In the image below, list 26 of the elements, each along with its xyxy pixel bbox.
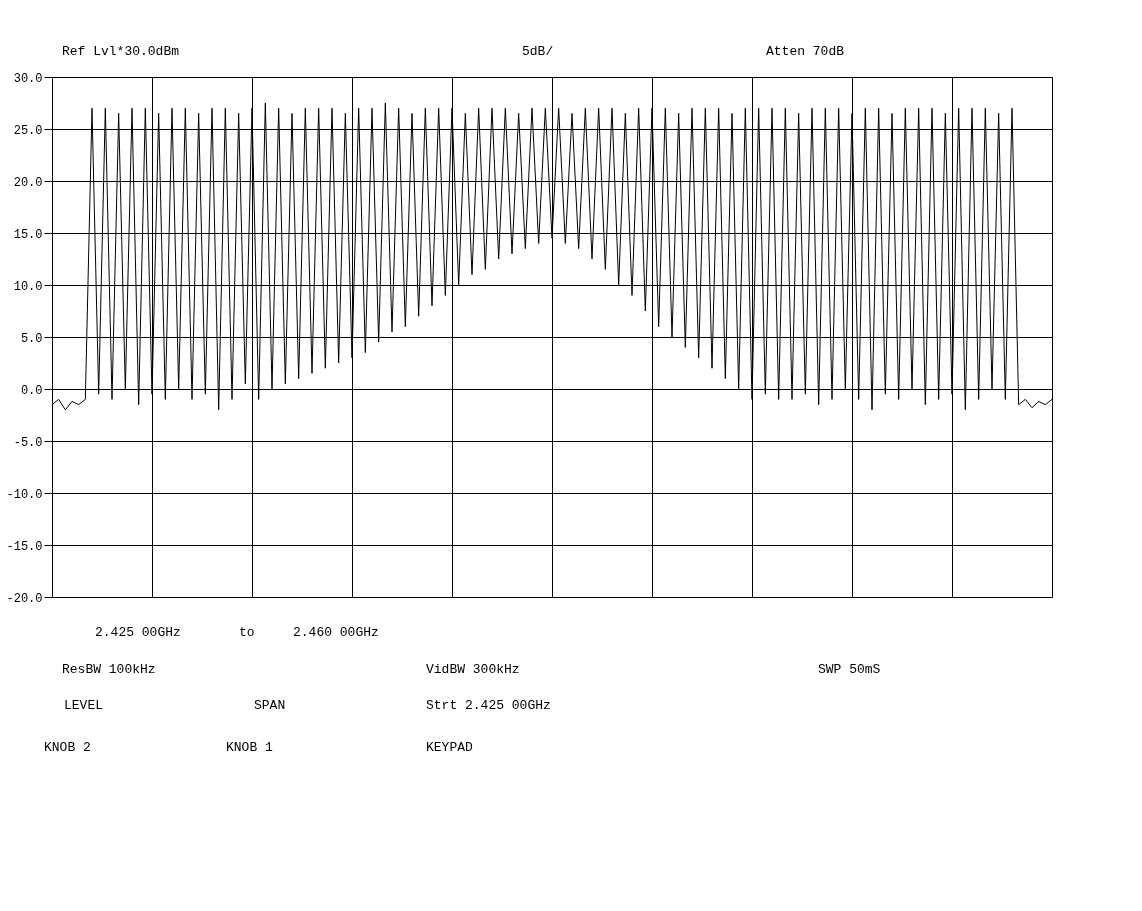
text: Atten 70dB <box>766 44 845 59</box>
text: SPAN <box>254 698 286 713</box>
y-tick-label: -5.0 <box>13 435 43 450</box>
y-tick-label: 15.0 <box>13 227 43 242</box>
text: KEYPAD <box>426 740 474 755</box>
text: to <box>239 625 255 640</box>
text: Strt 2.425 00GHz <box>426 698 551 713</box>
text: 2.460 00GHz <box>293 625 379 640</box>
text: KNOB 1 <box>226 740 274 755</box>
text: KNOB 2 <box>44 740 91 755</box>
y-tick-label: 30.0 <box>13 71 43 86</box>
text: SWP 50mS <box>818 662 881 677</box>
y-tick-label: -20.0 <box>6 591 43 606</box>
y-tick-label: -15.0 <box>6 539 43 554</box>
text: Ref Lvl*30.0dBm <box>62 44 180 59</box>
y-tick-label: 25.0 <box>13 123 43 138</box>
y-tick-label: 10.0 <box>13 279 43 294</box>
y-tick-label: 20.0 <box>13 175 43 190</box>
text: VidBW 300kHz <box>426 662 520 677</box>
text: LEVEL <box>64 698 104 713</box>
text: 2.425 00GHz <box>95 625 181 640</box>
text: ResBW 100kHz <box>62 662 156 677</box>
y-tick-label: 0.0 <box>20 383 43 398</box>
y-tick-label: 5.0 <box>20 331 43 346</box>
y-tick-label: -10.0 <box>6 487 43 502</box>
text: 5dB/ <box>522 44 554 59</box>
